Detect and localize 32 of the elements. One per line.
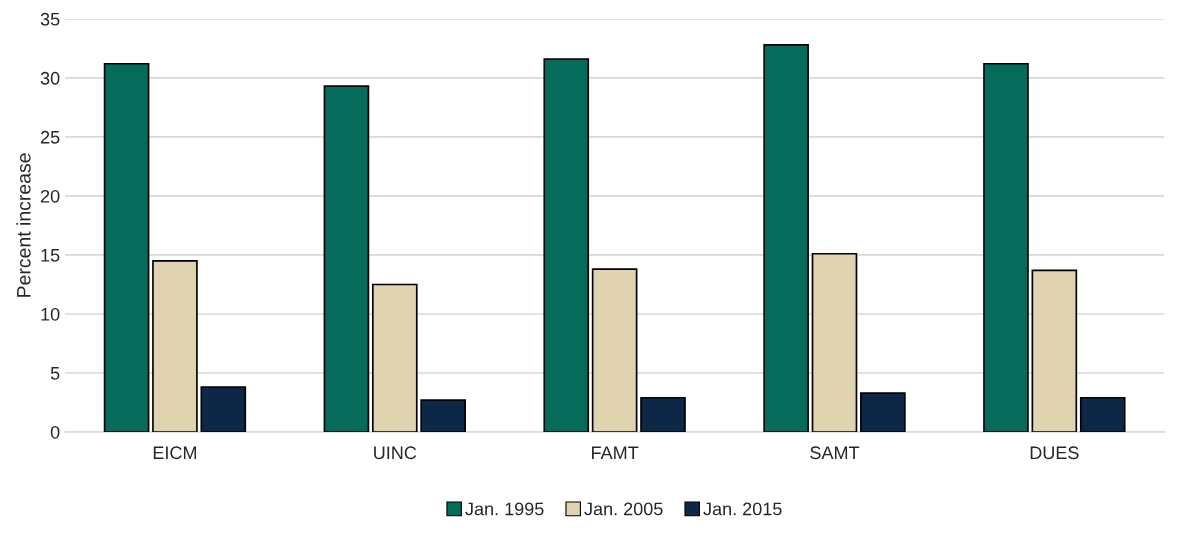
legend-label: Jan. 2005 [584, 502, 663, 516]
bar [200, 386, 247, 432]
bar [811, 252, 858, 432]
y-tick-label: 20 [40, 189, 60, 203]
y-axis-title: Percent increase [16, 153, 31, 297]
bar [543, 58, 590, 432]
bar [152, 260, 198, 432]
x-tick-label: SAMT [810, 446, 860, 460]
bar [763, 44, 809, 432]
bar [983, 62, 1029, 432]
bar [591, 268, 638, 432]
bar [420, 399, 466, 432]
y-tick-label: 30 [40, 71, 60, 85]
bar [371, 283, 418, 432]
legend-label: Jan. 2015 [703, 502, 782, 516]
y-tick-label: 35 [40, 12, 60, 26]
x-tick-label: EICM [153, 446, 197, 460]
y-tick-label: 25 [40, 130, 60, 144]
x-tick-label: UINC [374, 446, 417, 460]
bar [1079, 396, 1126, 432]
bar [1031, 269, 1078, 432]
bar [640, 396, 686, 432]
y-tick-label: 10 [41, 307, 60, 321]
legend-label: Jan. 1995 [465, 502, 544, 516]
y-tick-label: 0 [50, 425, 60, 439]
y-tick-label: 15 [41, 249, 60, 262]
bar [860, 392, 906, 432]
bar [323, 85, 370, 432]
bar [103, 62, 150, 432]
y-tick-label: 5 [50, 367, 60, 380]
x-tick-label: FAMT [592, 446, 639, 459]
x-tick-label: DUES [1030, 446, 1079, 460]
